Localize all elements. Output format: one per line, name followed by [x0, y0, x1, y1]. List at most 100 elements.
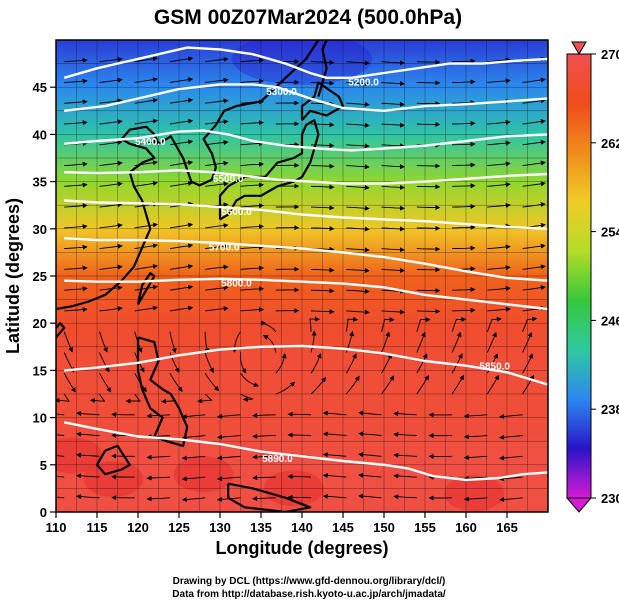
y-tick-label: 5: [40, 458, 47, 473]
streamline: [345, 353, 357, 374]
coastline: [227, 482, 312, 512]
contour-line: [64, 277, 548, 311]
streamline: [64, 307, 88, 313]
streamline: [499, 413, 523, 419]
streamline: [310, 309, 335, 315]
streamline: [217, 476, 241, 482]
streamline: [64, 203, 88, 209]
streamline: [99, 56, 123, 63]
streamline: [452, 287, 476, 293]
x-tick-label: 130: [209, 520, 231, 535]
streamline: [99, 243, 123, 250]
streamline: [522, 77, 546, 83]
streamline: [522, 160, 546, 167]
streamline: [99, 160, 123, 167]
streamline: [346, 288, 370, 294]
streamline: [522, 119, 546, 125]
streamline: [310, 122, 335, 128]
streamline: [134, 139, 158, 146]
streamline: [181, 434, 206, 440]
streamline: [522, 353, 533, 374]
streamline: [346, 164, 370, 170]
streamline: [76, 410, 100, 416]
y-tick-label: 10: [33, 411, 47, 426]
streamline: [499, 434, 523, 440]
streamline: [204, 372, 220, 392]
streamline: [169, 97, 194, 104]
coastline: [300, 81, 345, 121]
contour-line: [64, 344, 548, 386]
streamline: [463, 413, 488, 419]
streamline: [322, 431, 347, 437]
streamline: [240, 57, 264, 63]
streamline: [309, 316, 320, 332]
contour-label: 5200.0: [348, 78, 379, 89]
streamline: [322, 452, 347, 458]
colorbar-top-triangle: [571, 41, 587, 55]
streamline: [310, 376, 326, 395]
streamline: [358, 452, 382, 458]
streamline: [134, 222, 158, 229]
streamline: [416, 121, 441, 127]
streamline: [240, 393, 254, 402]
x-tick-label: 115: [87, 520, 108, 535]
streamline: [346, 309, 370, 315]
streamline: [346, 226, 370, 232]
streamline: [381, 375, 395, 395]
streamline: [346, 247, 370, 253]
streamline: [217, 455, 241, 461]
streamline: [134, 56, 158, 63]
streamline: [56, 475, 65, 478]
streamline: [205, 119, 229, 125]
contour-line: [64, 199, 548, 230]
streamline: [252, 496, 276, 502]
streamline: [381, 267, 405, 273]
streamline: [322, 493, 347, 499]
streamline: [381, 226, 405, 232]
streamline: [310, 80, 335, 86]
streamline: [240, 307, 264, 313]
streamline: [205, 160, 229, 167]
streamline: [451, 331, 462, 353]
streamline: [310, 353, 322, 374]
x-axis-label: Longitude (degrees): [215, 538, 388, 558]
streamline: [240, 203, 264, 209]
streamline: [64, 161, 88, 167]
streamline: [64, 99, 88, 105]
coastline: [56, 322, 66, 339]
streamline: [487, 182, 511, 188]
streamline: [416, 308, 441, 314]
streamline: [381, 101, 405, 107]
streamline: [358, 410, 382, 416]
contour-label: 5890.0: [262, 454, 293, 465]
streamline: [463, 434, 488, 440]
streamline: [76, 452, 100, 458]
streamline: [522, 181, 546, 187]
y-tick-label: 30: [33, 222, 47, 237]
streamline: [358, 493, 382, 499]
streamline: [487, 306, 511, 312]
streamline: [134, 97, 158, 104]
coastline: [136, 272, 156, 305]
streamline: [452, 141, 476, 147]
contour-label: 5300.0: [266, 87, 297, 98]
colorbar-bottom-triangle: [565, 497, 593, 513]
streamline: [240, 161, 264, 167]
streamline: [310, 330, 317, 353]
streamline: [134, 284, 158, 291]
streamline: [381, 122, 405, 128]
streamline: [181, 476, 206, 482]
streamline: [146, 496, 171, 502]
streamline: [451, 316, 467, 332]
streamline: [56, 434, 65, 436]
x-axis-ticks: 110 115 120 125 130 135 140 145 150 155 160 165: [46, 512, 518, 535]
streamline: [416, 317, 431, 332]
streamline: [322, 410, 347, 416]
warm-anomaly: [173, 456, 234, 493]
colorbar-tick-label: 262: [601, 136, 619, 151]
streamline: [99, 285, 123, 291]
streamline: [169, 56, 194, 63]
streamline: [134, 180, 158, 187]
streamline: [310, 143, 335, 149]
colorbar-tick-label: 270: [601, 47, 619, 62]
